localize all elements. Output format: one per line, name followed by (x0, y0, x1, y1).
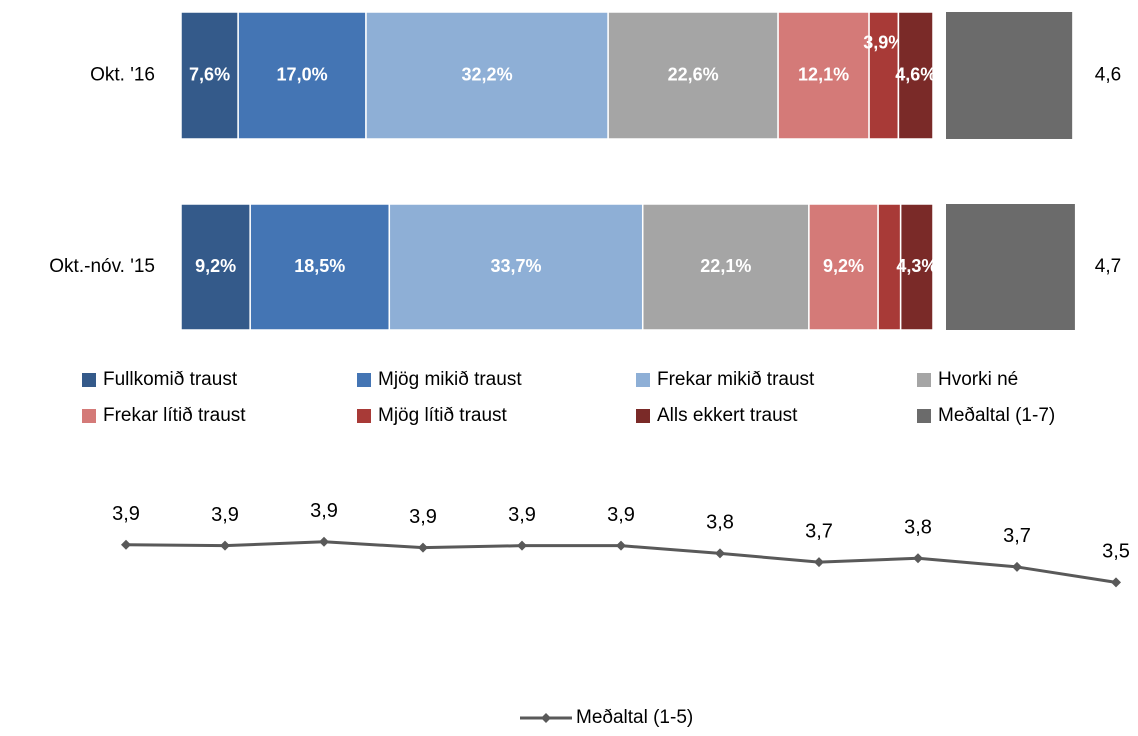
data-label: 3,9% (863, 32, 904, 52)
data-label: 17,0% (277, 64, 328, 84)
legend-label: Mjög lítið traust (378, 405, 508, 426)
marker (319, 536, 329, 547)
data-label: 3,9 (310, 500, 338, 522)
bar-segment (808, 203, 879, 331)
data-label: 3,9 (112, 503, 140, 525)
legend-label: Mjög mikið traust (378, 369, 522, 390)
legend-swatch (636, 373, 650, 387)
marker (814, 557, 824, 568)
data-label: 22,6% (668, 64, 719, 84)
category-label: Okt.-nóv. '15 (49, 256, 155, 277)
data-label: 7,6% (189, 64, 230, 84)
bar-segment (180, 11, 239, 140)
category-label: Okt. '16 (90, 65, 155, 86)
data-label: 4,3% (896, 256, 937, 276)
marker (1111, 577, 1121, 588)
marker (517, 540, 527, 551)
data-label: 3,5 (1102, 541, 1130, 563)
data-label: 32,2% (462, 64, 513, 84)
mean-bar (946, 204, 1075, 330)
legend-label: Fullkomið traust (103, 369, 238, 390)
legend-swatch (917, 373, 931, 387)
data-label: 3,9 (508, 504, 536, 526)
data-label: 3,8 (706, 512, 734, 534)
data-label: 3,9 (409, 506, 437, 528)
legend-label: Meðaltal (1-7) (938, 405, 1055, 426)
data-label: 12,1% (798, 64, 849, 84)
mean-label: 4,7 (1095, 256, 1121, 277)
data-label: 3,8 (904, 517, 932, 539)
legend-label: Frekar lítið traust (103, 405, 246, 426)
data-label: 3,7 (805, 520, 833, 542)
data-label: 3,7 (1003, 525, 1031, 547)
marker (1012, 561, 1022, 572)
legend-swatch (82, 373, 96, 387)
legend-marker (541, 713, 551, 723)
marker (913, 553, 923, 564)
legend-swatch (357, 409, 371, 423)
mean-label: 4,6 (1095, 65, 1121, 86)
bar-segment (388, 203, 644, 331)
data-label: 3,9 (607, 504, 635, 526)
bar-segment (777, 11, 870, 140)
legend-swatch (82, 409, 96, 423)
marker (418, 542, 428, 553)
bar-segment (365, 11, 609, 140)
legend-swatch (636, 409, 650, 423)
data-label: 9,2% (195, 256, 236, 276)
data-label: 3,9 (211, 504, 239, 526)
legend-swatch (357, 373, 371, 387)
mean-bar (946, 12, 1073, 139)
bar-segment (180, 203, 251, 331)
legend-label: Alls ekkert traust (657, 405, 798, 426)
data-label: 9,2% (823, 256, 864, 276)
marker (715, 548, 725, 559)
marker (220, 540, 230, 551)
bar-segment (868, 11, 900, 140)
marker (616, 540, 626, 551)
bar-segment (641, 203, 810, 331)
data-label: 22,1% (700, 256, 751, 276)
legend-label: Meðaltal (1-5) (576, 707, 693, 728)
data-label: 33,7% (490, 256, 541, 276)
bar-segment (249, 203, 391, 331)
data-label: 4,6% (895, 64, 936, 84)
data-label: 18,5% (294, 256, 345, 276)
legend-label: Frekar mikið traust (657, 369, 815, 390)
bar-segment (237, 11, 367, 140)
bar-segment (897, 11, 934, 140)
legend-swatch (917, 409, 931, 423)
bar-segment (607, 11, 779, 140)
bar-segment (899, 203, 934, 331)
legend-label: Hvorki né (938, 369, 1018, 390)
marker (121, 539, 131, 550)
